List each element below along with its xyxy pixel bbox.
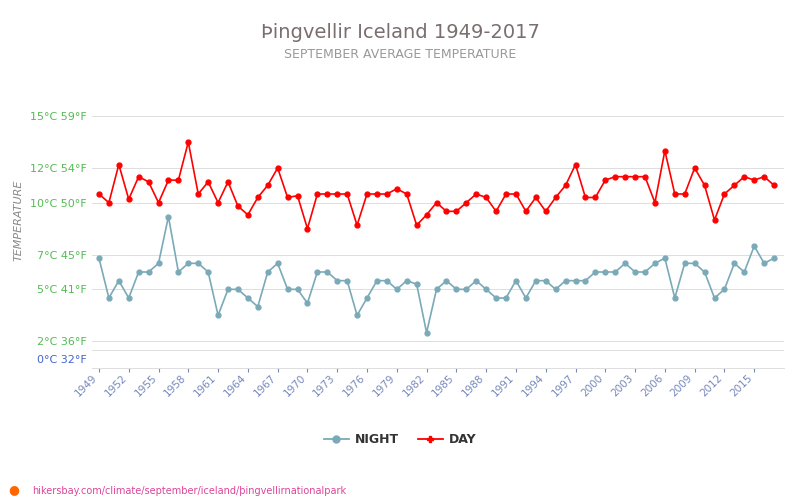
Text: SEPTEMBER AVERAGE TEMPERATURE: SEPTEMBER AVERAGE TEMPERATURE xyxy=(284,48,516,60)
Legend: NIGHT, DAY: NIGHT, DAY xyxy=(318,428,482,451)
Y-axis label: TEMPERATURE: TEMPERATURE xyxy=(14,180,24,260)
Text: ●: ● xyxy=(8,483,19,496)
Text: hikersbay.com/climate/september/iceland/þingvellirnationalpark: hikersbay.com/climate/september/iceland/… xyxy=(32,486,346,496)
Text: Þingvellir Iceland 1949-2017: Þingvellir Iceland 1949-2017 xyxy=(261,22,539,42)
